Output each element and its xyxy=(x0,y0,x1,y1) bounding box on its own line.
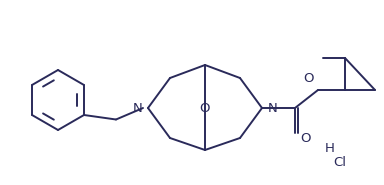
Text: O: O xyxy=(300,132,311,144)
Text: N: N xyxy=(132,102,142,115)
Text: Cl: Cl xyxy=(333,157,346,169)
Text: H: H xyxy=(325,142,335,154)
Text: O: O xyxy=(200,102,210,115)
Text: O: O xyxy=(303,72,314,85)
Text: N: N xyxy=(268,102,278,115)
